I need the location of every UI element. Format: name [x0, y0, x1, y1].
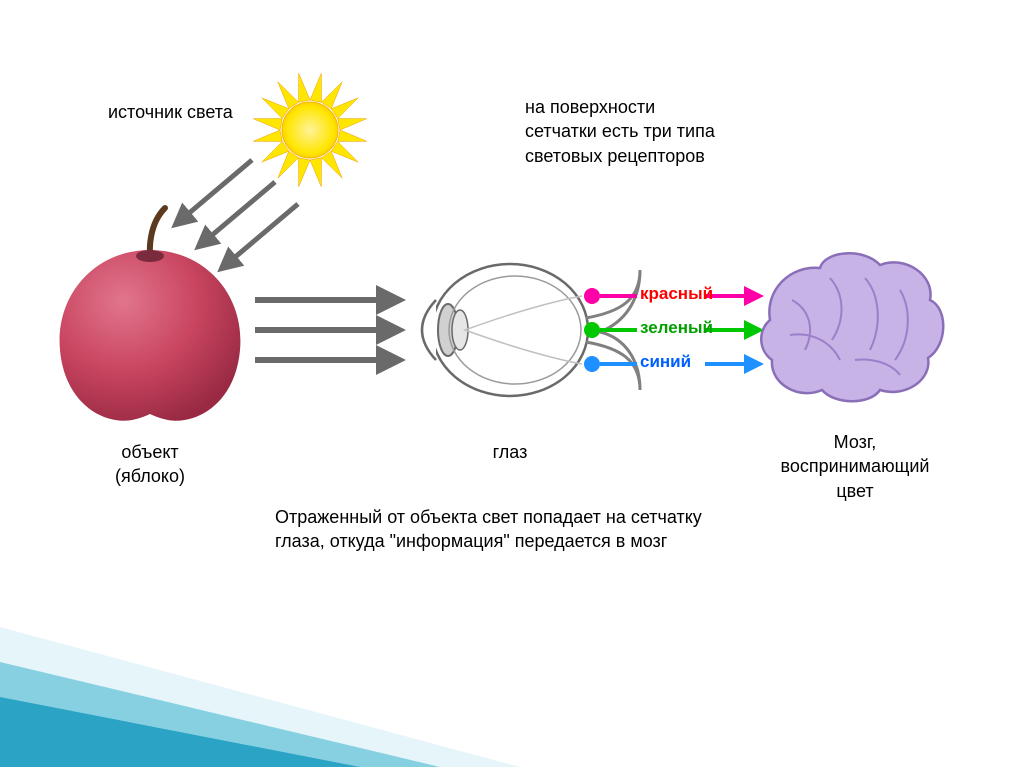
apple-icon [60, 208, 241, 421]
label-light-source: источник света [108, 100, 233, 124]
label-retina-note: на поверхности сетчатки есть три типа св… [525, 95, 715, 168]
label-object: объект (яблоко) [105, 440, 195, 489]
label-receptor-red: красный [640, 284, 713, 304]
label-eye: глаз [480, 440, 540, 464]
label-bottom-note: Отраженный от объекта свет попадает на с… [275, 505, 702, 554]
brain-icon [761, 253, 943, 401]
arrows-apple-to-eye [255, 300, 400, 360]
sun-icon [253, 73, 367, 187]
label-receptor-green: зеленый [640, 318, 713, 338]
label-receptor-blue: синий [640, 352, 691, 372]
label-brain: Мозг, воспринимающий цвет [770, 430, 940, 503]
